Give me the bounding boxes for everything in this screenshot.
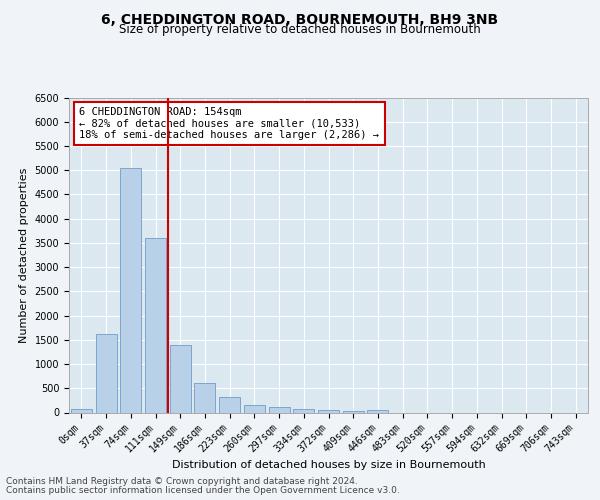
Text: Contains public sector information licensed under the Open Government Licence v3: Contains public sector information licen… xyxy=(6,486,400,495)
Bar xyxy=(95,334,116,412)
Text: 6 CHEDDINGTON ROAD: 154sqm
← 82% of detached houses are smaller (10,533)
18% of : 6 CHEDDINGTON ROAD: 154sqm ← 82% of deta… xyxy=(79,107,379,140)
Bar xyxy=(71,409,92,412)
Bar xyxy=(145,238,166,412)
Bar xyxy=(194,384,215,412)
Text: Size of property relative to detached houses in Bournemouth: Size of property relative to detached ho… xyxy=(119,22,481,36)
Bar xyxy=(318,410,339,412)
Bar xyxy=(244,405,265,412)
Bar xyxy=(343,411,364,412)
Bar xyxy=(170,344,191,412)
Bar xyxy=(219,398,240,412)
Text: 6, CHEDDINGTON ROAD, BOURNEMOUTH, BH9 3NB: 6, CHEDDINGTON ROAD, BOURNEMOUTH, BH9 3N… xyxy=(101,12,499,26)
Bar xyxy=(269,407,290,412)
X-axis label: Distribution of detached houses by size in Bournemouth: Distribution of detached houses by size … xyxy=(172,460,485,470)
Bar xyxy=(293,409,314,412)
Bar xyxy=(367,410,388,412)
Y-axis label: Number of detached properties: Number of detached properties xyxy=(19,168,29,342)
Text: Contains HM Land Registry data © Crown copyright and database right 2024.: Contains HM Land Registry data © Crown c… xyxy=(6,477,358,486)
Bar xyxy=(120,168,141,412)
